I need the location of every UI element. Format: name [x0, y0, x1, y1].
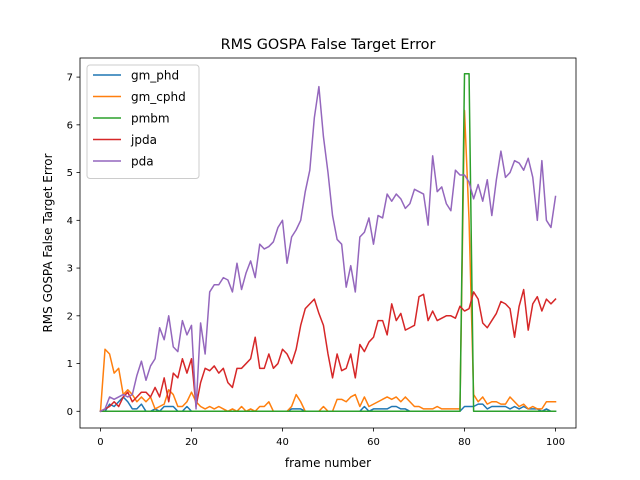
- plot-area: [79, 57, 577, 429]
- y-tick-label: 1: [67, 359, 73, 370]
- y-tick-label: 4: [67, 216, 73, 227]
- legend-label-gm_phd: gm_phd: [131, 69, 179, 83]
- y-axis: 0 1 2 3 4 5 6 7: [67, 73, 80, 418]
- legend-label-pda: pda: [131, 155, 154, 169]
- x-tick-label: 0: [97, 437, 103, 448]
- x-axis: 0 20 40 60 80 100: [97, 428, 565, 448]
- x-tick-label: 100: [546, 437, 565, 448]
- x-tick-label: 20: [185, 437, 198, 448]
- legend-label-pmbm: pmbm: [131, 112, 170, 126]
- legend-label-jpda: jpda: [130, 133, 157, 147]
- plot-frame: [79, 57, 577, 429]
- y-tick-label: 7: [67, 73, 73, 84]
- legend-box: [86, 64, 200, 179]
- series-layer: [99, 73, 557, 413]
- x-axis-label: frame number: [285, 456, 371, 470]
- series-line-pda: [99, 85, 557, 413]
- y-tick-label: 2: [67, 311, 73, 322]
- y-tick-label: 3: [67, 264, 73, 275]
- x-tick-label: 80: [458, 437, 471, 448]
- legend-label-gm_cphd: gm_cphd: [131, 90, 186, 104]
- series-line-pmbm: [99, 73, 557, 413]
- chart-title: RMS GOSPA False Target Error: [221, 37, 436, 53]
- y-axis-label: RMS GOSPA False Target Error: [41, 153, 55, 332]
- y-tick-label: 6: [67, 120, 73, 131]
- x-tick-label: 40: [276, 437, 289, 448]
- x-tick-label: 60: [367, 437, 380, 448]
- y-tick-label: 0: [67, 407, 73, 418]
- series-line-jpda: [99, 288, 557, 413]
- y-tick-label: 5: [67, 168, 73, 179]
